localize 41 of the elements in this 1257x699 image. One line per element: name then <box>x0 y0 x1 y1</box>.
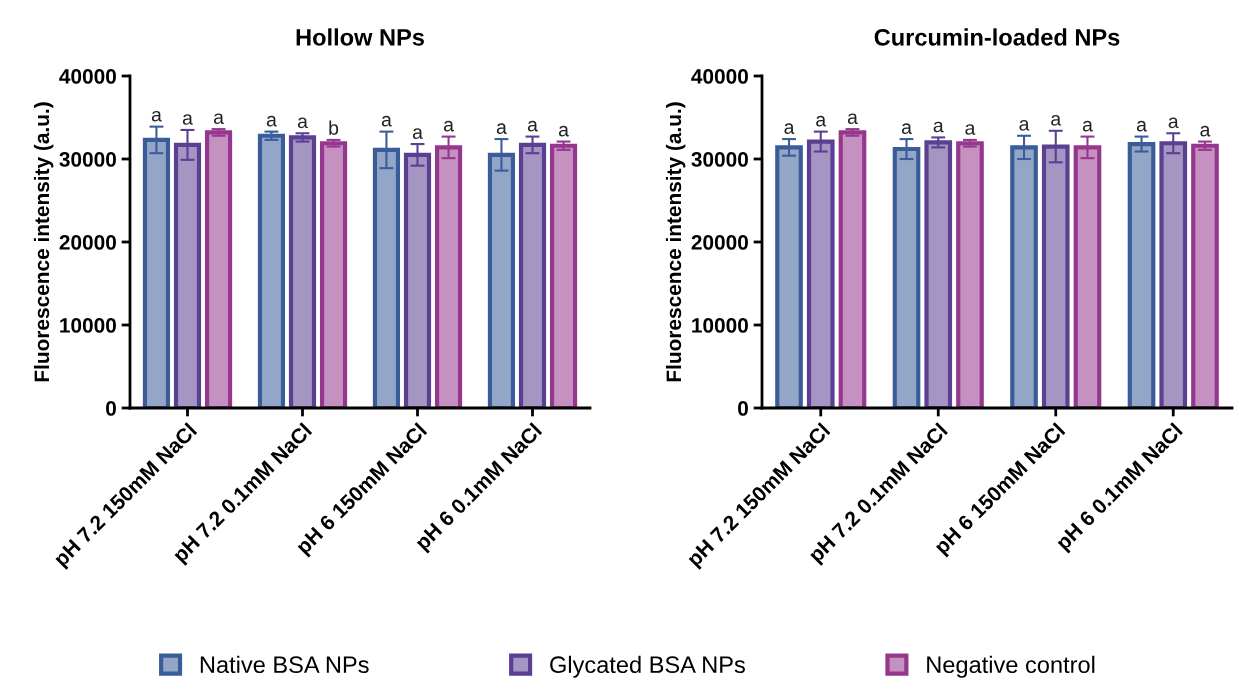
legend-label: Negative control <box>927 655 1095 678</box>
data-label: a <box>182 114 193 125</box>
data-label: a <box>527 120 538 132</box>
data-label: a <box>1019 120 1030 131</box>
data-label: a <box>443 120 454 132</box>
data-label: a <box>558 125 569 137</box>
data-label: a <box>496 123 507 134</box>
legend-label: Glycated BSA NPs <box>550 655 745 678</box>
y-tick-label: 20000 <box>59 235 116 250</box>
data-label: a <box>412 128 423 139</box>
y-tick-label: 0 <box>738 401 748 416</box>
y-tick-label: 20000 <box>691 235 748 250</box>
data-label: a <box>847 113 858 125</box>
y-tick-label: 0 <box>106 401 116 416</box>
data-label: a <box>816 115 827 127</box>
y-tick-label: 40000 <box>691 69 748 84</box>
data-label: a <box>151 110 162 122</box>
data-label: a <box>1200 125 1211 137</box>
data-label: a <box>1136 120 1147 132</box>
data-label: a <box>381 115 392 127</box>
y-axis-title: Fluorescence intensity (a.u.) <box>33 102 54 382</box>
data-label: a <box>297 117 308 129</box>
data-label: a <box>933 121 944 133</box>
y-tick-label: 30000 <box>691 152 748 167</box>
y-tick-label: 10000 <box>692 318 748 333</box>
chart-title: Curcumin-loaded NPs <box>874 28 1120 46</box>
data-label: a <box>266 115 277 127</box>
data-label: a <box>1082 120 1093 132</box>
data-label: b <box>329 120 339 135</box>
y-tick-label: 10000 <box>60 318 116 333</box>
data-label: a <box>965 124 976 135</box>
y-tick-label: 30000 <box>59 152 116 167</box>
data-label: a <box>213 113 224 125</box>
data-label: a <box>784 123 795 134</box>
y-axis-title: Fluorescence intensity (a.u.) <box>665 102 686 382</box>
y-tick-label: 40000 <box>59 69 116 84</box>
data-label: a <box>1168 117 1179 129</box>
chart-title: Hollow NPs <box>296 28 424 46</box>
data-label: a <box>1051 115 1062 126</box>
data-label: a <box>901 123 912 134</box>
legend-label: Native BSA NPs <box>200 655 369 674</box>
